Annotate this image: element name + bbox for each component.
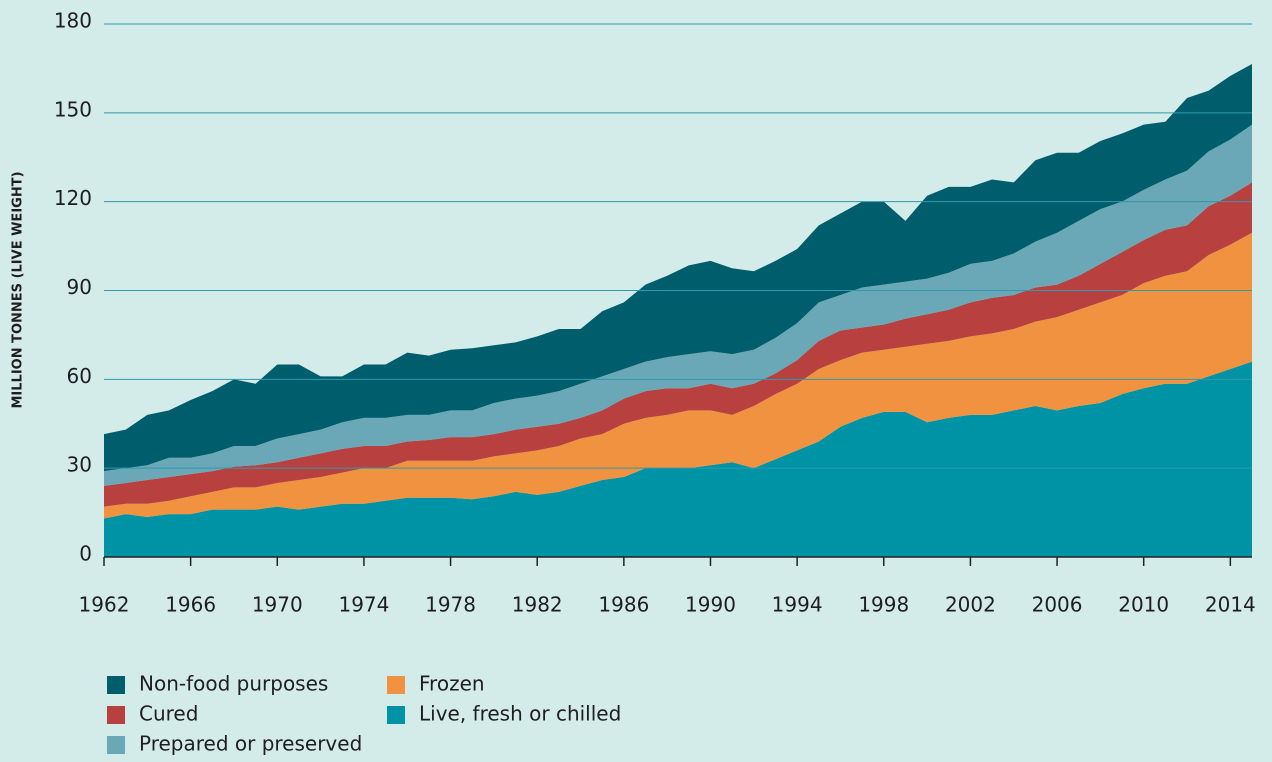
x-tick-label: 2010 <box>1118 593 1169 617</box>
y-axis-label: MILLION TONNES (LIVE WEIGHT) <box>11 171 26 408</box>
x-tick-label: 1994 <box>772 593 823 617</box>
x-tick-label: 1966 <box>165 593 216 617</box>
x-tick-label: 1962 <box>79 593 130 617</box>
legend-swatch <box>387 706 405 724</box>
legend-label: Live, fresh or chilled <box>419 702 621 726</box>
legend-label: Frozen <box>419 672 485 696</box>
y-tick-label: 180 <box>54 9 92 33</box>
x-tick-label: 2002 <box>945 593 996 617</box>
x-tick-label: 2014 <box>1205 593 1256 617</box>
x-tick-label: 2006 <box>1032 593 1083 617</box>
legend-swatch <box>107 676 125 694</box>
y-tick-label: 30 <box>67 453 92 477</box>
legend-label: Cured <box>139 702 198 726</box>
y-tick-label: 120 <box>54 186 92 210</box>
x-tick-label: 1986 <box>598 593 649 617</box>
area <box>104 182 1252 507</box>
area <box>104 232 1252 519</box>
legend-label: Non-food purposes <box>139 672 328 696</box>
area <box>104 63 1252 472</box>
x-tick-label: 1998 <box>858 593 909 617</box>
y-tick-label: 60 <box>67 364 92 388</box>
y-tick-label: 0 <box>79 542 92 566</box>
y-tick-label: 150 <box>54 97 92 121</box>
x-tick-label: 1990 <box>685 593 736 617</box>
x-tick-label: 1970 <box>252 593 303 617</box>
legend-label: Prepared or preserved <box>139 732 362 756</box>
legend-swatch <box>107 706 125 724</box>
legend-swatch <box>107 736 125 754</box>
x-tick-label: 1982 <box>512 593 563 617</box>
legend-swatch <box>387 676 405 694</box>
area <box>104 361 1252 557</box>
x-tick-label: 1974 <box>338 593 389 617</box>
y-tick-label: 90 <box>67 275 92 299</box>
x-tick-label: 1978 <box>425 593 476 617</box>
